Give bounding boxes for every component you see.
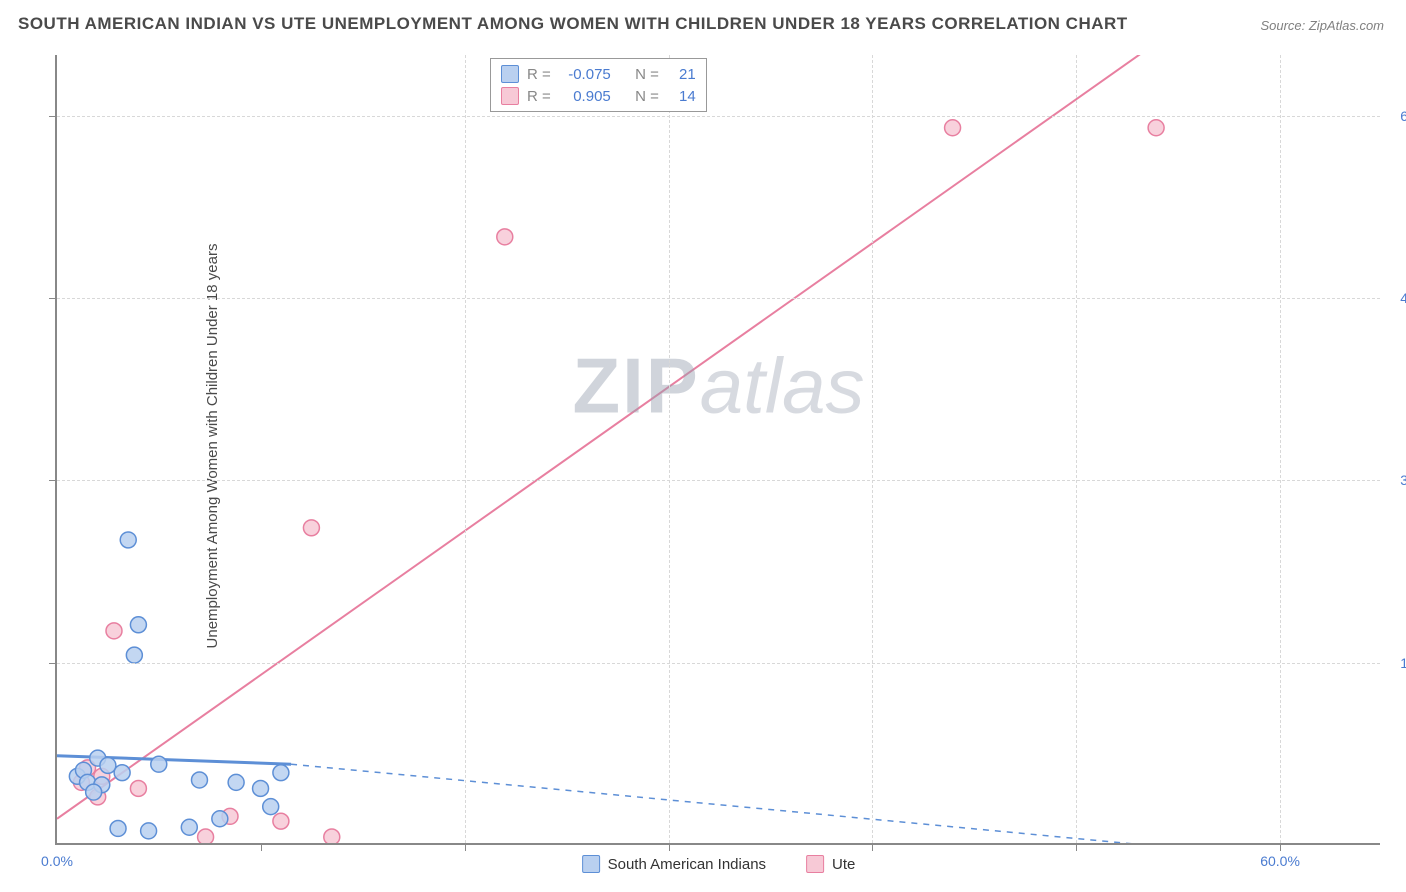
data-point [212, 811, 228, 827]
n-label: N = [635, 88, 659, 105]
data-point [110, 820, 126, 836]
data-point [114, 765, 130, 781]
data-point [198, 829, 214, 843]
data-point [253, 780, 269, 796]
gridline-v [669, 55, 670, 843]
gridline-h [57, 116, 1380, 117]
stats-row: R = -0.075 N = 21 [501, 63, 696, 85]
gridline-v [465, 55, 466, 843]
r-label: R = [527, 66, 551, 83]
y-tick-mark [49, 298, 57, 299]
n-value: 14 [679, 88, 696, 105]
data-point [303, 520, 319, 536]
legend-swatch [501, 87, 519, 105]
x-tick-mark [261, 843, 262, 851]
x-tick-mark [872, 843, 873, 851]
r-label: R = [527, 88, 551, 105]
gridline-v [1280, 55, 1281, 843]
data-point [273, 813, 289, 829]
data-point [130, 617, 146, 633]
y-tick-label: 30.0% [1400, 472, 1406, 488]
data-point [86, 784, 102, 800]
data-point [120, 532, 136, 548]
data-point [141, 823, 157, 839]
y-tick-label: 15.0% [1400, 655, 1406, 671]
trend-line-dashed [291, 764, 1380, 843]
legend-swatch [501, 65, 519, 83]
source-label: Source: ZipAtlas.com [1260, 18, 1384, 33]
legend-swatch [582, 855, 600, 873]
data-point [151, 756, 167, 772]
data-point [1148, 120, 1164, 136]
y-tick-mark [49, 480, 57, 481]
series-legend: South American Indians Ute [582, 855, 856, 873]
y-tick-label: 45.0% [1400, 290, 1406, 306]
data-point [100, 757, 116, 773]
legend-swatch [806, 855, 824, 873]
plot-area: ZIPatlas South American IndiansUte 15.0%… [55, 55, 1380, 845]
gridline-v [872, 55, 873, 843]
x-tick-mark [669, 843, 670, 851]
r-value: -0.075 [559, 66, 611, 83]
x-tick-mark [1280, 843, 1281, 851]
data-point [126, 647, 142, 663]
gridline-h [57, 298, 1380, 299]
legend-label: South American Indians [608, 856, 766, 873]
data-point [273, 765, 289, 781]
data-point [263, 799, 279, 815]
r-value: 0.905 [559, 88, 611, 105]
y-tick-mark [49, 116, 57, 117]
n-label: N = [635, 66, 659, 83]
chart-title: SOUTH AMERICAN INDIAN VS UTE UNEMPLOYMEN… [18, 14, 1128, 34]
x-tick-mark [465, 843, 466, 851]
y-tick-label: 60.0% [1400, 108, 1406, 124]
data-point [497, 229, 513, 245]
y-tick-mark [49, 663, 57, 664]
data-point [181, 819, 197, 835]
gridline-v [1076, 55, 1077, 843]
data-point [191, 772, 207, 788]
stats-row: R = 0.905 N = 14 [501, 85, 696, 107]
x-tick-label: 60.0% [1260, 853, 1300, 869]
x-tick-mark [1076, 843, 1077, 851]
stats-legend: R = -0.075 N = 21 R = 0.905 N = 14 [490, 58, 707, 112]
legend-label: Ute [832, 856, 855, 873]
data-point [945, 120, 961, 136]
legend-item: Ute [806, 855, 855, 873]
x-tick-label: 0.0% [41, 853, 73, 869]
scatter-plot-svg [57, 55, 1380, 843]
data-point [228, 774, 244, 790]
n-value: 21 [679, 66, 696, 83]
gridline-h [57, 663, 1380, 664]
trend-line [57, 55, 1156, 819]
gridline-h [57, 480, 1380, 481]
data-point [324, 829, 340, 843]
data-point [130, 780, 146, 796]
legend-item: South American Indians [582, 855, 766, 873]
data-point [106, 623, 122, 639]
